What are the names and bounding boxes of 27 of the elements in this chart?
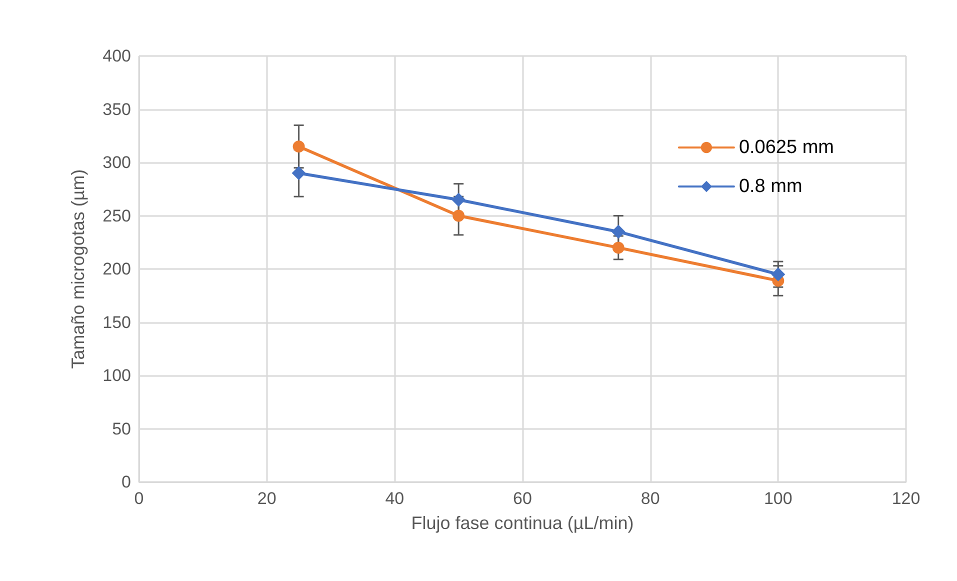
y-axis-title: Tamaño microgotas (µm) xyxy=(68,169,88,369)
point xyxy=(452,210,465,222)
x-tick-label: 60 xyxy=(513,489,532,508)
x-tick-label: 120 xyxy=(892,489,920,508)
y-tick-label: 0 xyxy=(122,472,131,492)
y-tick-label: 300 xyxy=(102,153,131,172)
x-axis-title: Flujo fase continua (µL/min) xyxy=(411,513,634,533)
x-tick-label: 80 xyxy=(640,489,660,508)
point xyxy=(611,224,626,239)
y-tick-label: 50 xyxy=(112,419,131,438)
x-tick-label: 0 xyxy=(134,489,144,508)
y-tick-label: 200 xyxy=(102,260,131,278)
legend-label: 0.0625 mm xyxy=(738,137,834,158)
point xyxy=(452,192,466,207)
point xyxy=(292,166,306,180)
point xyxy=(292,140,305,153)
x-tick-label: 20 xyxy=(257,489,276,508)
y-tick-label: 250 xyxy=(102,206,131,226)
y-tick-label: 150 xyxy=(102,312,131,332)
point xyxy=(612,242,624,254)
y-tick-label: 100 xyxy=(102,366,131,385)
x-tick-label: 40 xyxy=(385,489,404,508)
point xyxy=(771,267,786,282)
y-tick-label: 350 xyxy=(102,100,131,119)
legend-label: 0.8 mm xyxy=(738,176,802,197)
x-tick-label: 100 xyxy=(764,489,792,508)
y-tick-label: 400 xyxy=(102,46,131,66)
